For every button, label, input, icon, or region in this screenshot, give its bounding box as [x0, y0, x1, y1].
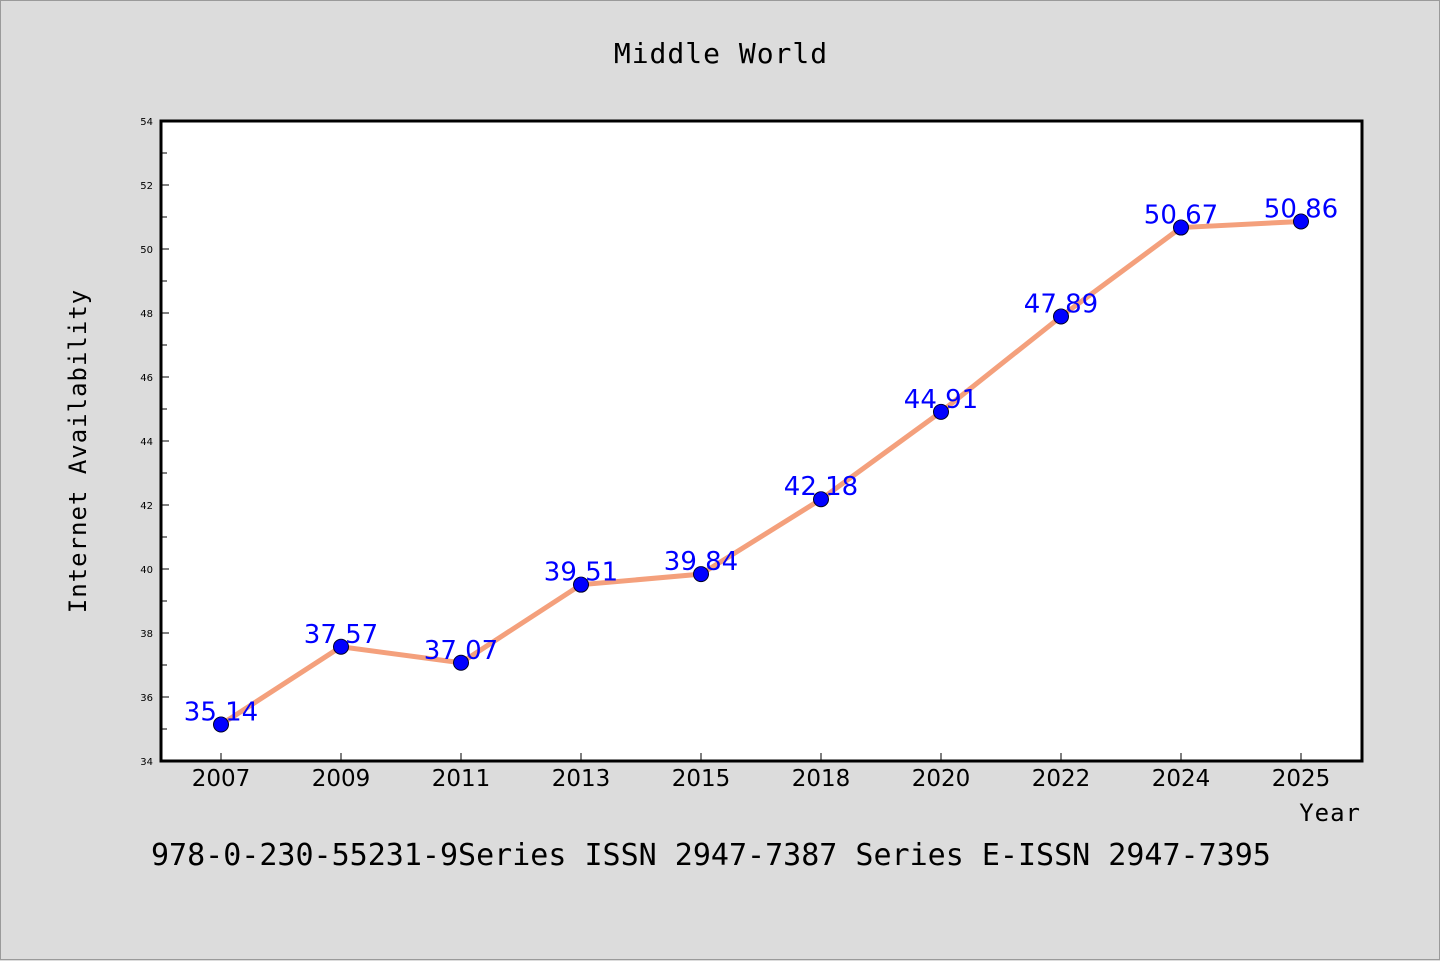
x-tick-label: 2013 — [552, 766, 611, 792]
footer-text: 978-0-230-55231-9Series ISSN 2947-7387 S… — [151, 838, 1271, 873]
x-tick-label: 2018 — [792, 766, 851, 792]
chart-title: Middle World — [614, 37, 828, 70]
y-tick-label: 40 — [140, 565, 153, 576]
x-tick-label: 2022 — [1032, 766, 1091, 792]
x-tick-label: 2025 — [1272, 766, 1331, 792]
data-label: 37.57 — [304, 620, 378, 650]
y-tick-label: 48 — [140, 309, 153, 320]
x-tick-label: 2009 — [312, 766, 371, 792]
series-layer: 35.14 37.57 37.07 39.51 39.84 42.18 44.91 47.89… — [184, 194, 1338, 733]
x-tick-label: 2011 — [432, 766, 491, 792]
y-tick-label: 34 — [140, 757, 153, 768]
data-point — [213, 716, 229, 733]
data-point — [1293, 213, 1309, 230]
y-tick-label: 44 — [140, 437, 153, 448]
y-tick-label: 52 — [140, 181, 153, 192]
y-tick-label: 38 — [140, 629, 153, 640]
data-label: 39.51 — [544, 558, 618, 588]
y-axis: 34 36 38 40 42 44 46 48 50 52 54 — [140, 117, 169, 768]
data-label: 50.86 — [1264, 194, 1338, 224]
data-label: 39.84 — [664, 547, 738, 577]
y-tick-label: 36 — [140, 693, 153, 704]
y-tick-label: 54 — [140, 117, 153, 128]
data-point — [1053, 308, 1069, 325]
plot-area — [159, 119, 1364, 763]
x-axis: 2007 2009 2011 2013 2015 2018 2020 2022 2024 2025 — [192, 753, 1331, 792]
data-label: 44.91 — [904, 385, 978, 415]
y-tick-label: 42 — [140, 501, 153, 512]
x-tick-label: 2024 — [1152, 766, 1211, 792]
data-label: 42.18 — [784, 472, 858, 502]
data-point — [573, 576, 589, 593]
data-point — [933, 403, 949, 420]
data-label: 37.07 — [424, 636, 498, 666]
series-line — [218, 218, 1304, 728]
x-tick-label: 2020 — [912, 766, 971, 792]
y-tick-label: 50 — [140, 245, 153, 256]
data-label: 50.67 — [1144, 201, 1218, 231]
x-tick-label: 2007 — [192, 766, 251, 792]
data-point — [453, 654, 469, 671]
y-axis-label: Internet Availability — [64, 289, 92, 613]
y-tick-label: 46 — [140, 373, 153, 384]
data-point — [1173, 219, 1189, 236]
data-point — [333, 638, 349, 655]
x-axis-label: Year — [1299, 799, 1361, 827]
data-label: 35.14 — [184, 698, 258, 728]
data-label: 47.89 — [1024, 290, 1098, 320]
data-point — [813, 491, 829, 508]
x-tick-label: 2015 — [672, 766, 731, 792]
data-point — [693, 566, 709, 583]
